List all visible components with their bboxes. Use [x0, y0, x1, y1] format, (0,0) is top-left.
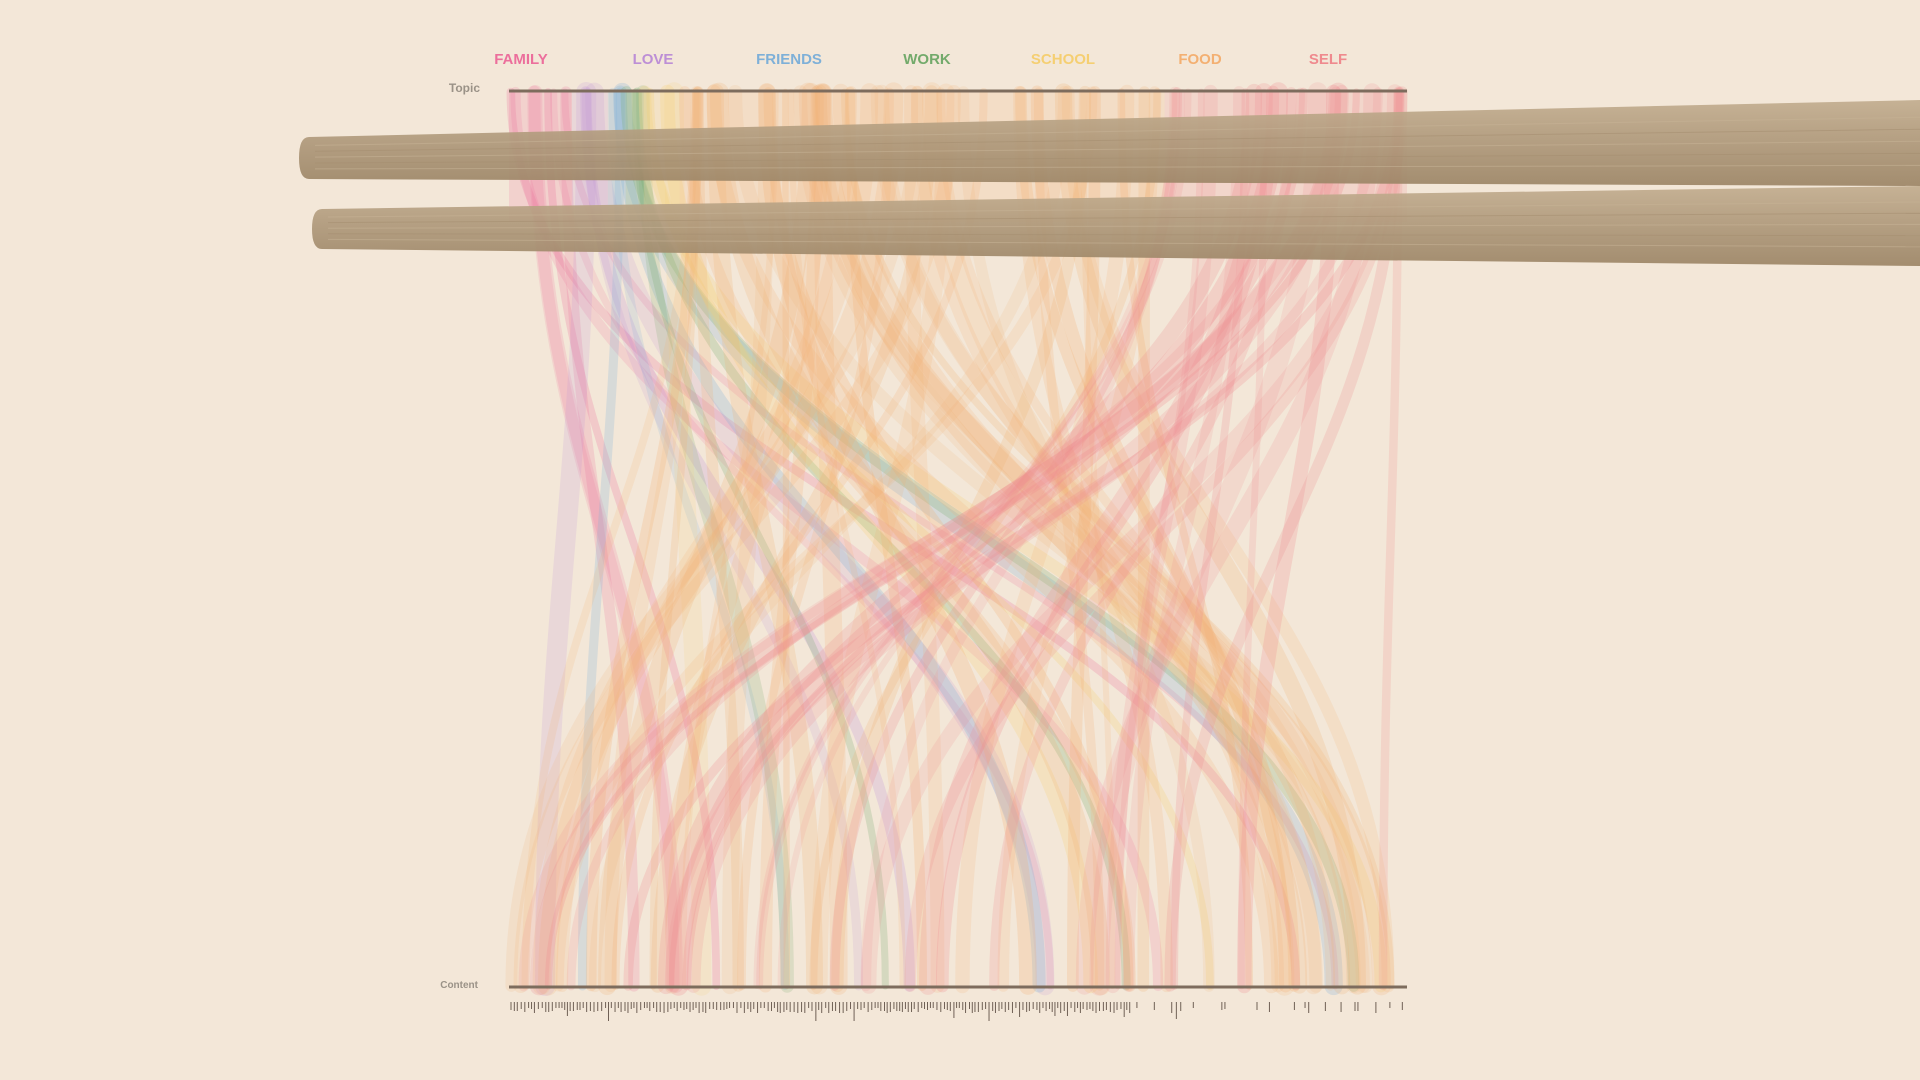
legend-item-love: LOVE	[633, 51, 674, 68]
legend-item-friends: FRIENDS	[756, 51, 822, 68]
ribbon-family	[549, 88, 1054, 990]
ribbon-family	[561, 88, 1339, 990]
legend-item-school: SCHOOL	[1031, 51, 1095, 68]
legend-item-work: WORK	[903, 51, 951, 68]
content-axis-label: Content	[440, 980, 478, 991]
ribbon-work	[620, 86, 1360, 992]
chopstick	[312, 186, 1920, 266]
ribbon-friends	[613, 82, 1343, 996]
legend-item-family: FAMILY	[494, 51, 548, 68]
chopsticks-decoration	[299, 100, 1920, 266]
topic-axis-label: Topic	[449, 81, 480, 95]
content-tick-marks	[510, 1002, 1403, 1021]
legend-item-food: FOOD	[1178, 51, 1221, 68]
chopstick	[299, 100, 1920, 186]
ribbon-school	[646, 88, 1214, 990]
ribbon-family	[510, 86, 1164, 992]
ribbon-school	[638, 85, 1388, 993]
ribbon-family	[506, 87, 1301, 991]
legend-item-self: SELF	[1309, 51, 1347, 68]
chart-legend: FAMILY LOVE FRIENDS WORK SCHOOL FOOD SELF	[494, 51, 1347, 68]
